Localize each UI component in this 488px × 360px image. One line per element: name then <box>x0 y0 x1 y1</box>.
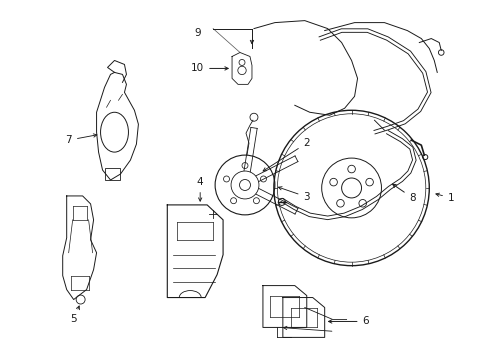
Text: 1: 1 <box>435 193 453 203</box>
Text: 8: 8 <box>392 184 415 203</box>
Text: 7: 7 <box>65 134 97 145</box>
Text: 2: 2 <box>263 138 309 171</box>
Bar <box>104 168 120 180</box>
Text: 9: 9 <box>194 28 201 37</box>
Text: 4: 4 <box>197 177 203 201</box>
Text: 10: 10 <box>191 63 228 73</box>
Text: 3: 3 <box>278 187 309 202</box>
Text: 5: 5 <box>70 306 80 324</box>
Text: 6: 6 <box>328 316 368 327</box>
